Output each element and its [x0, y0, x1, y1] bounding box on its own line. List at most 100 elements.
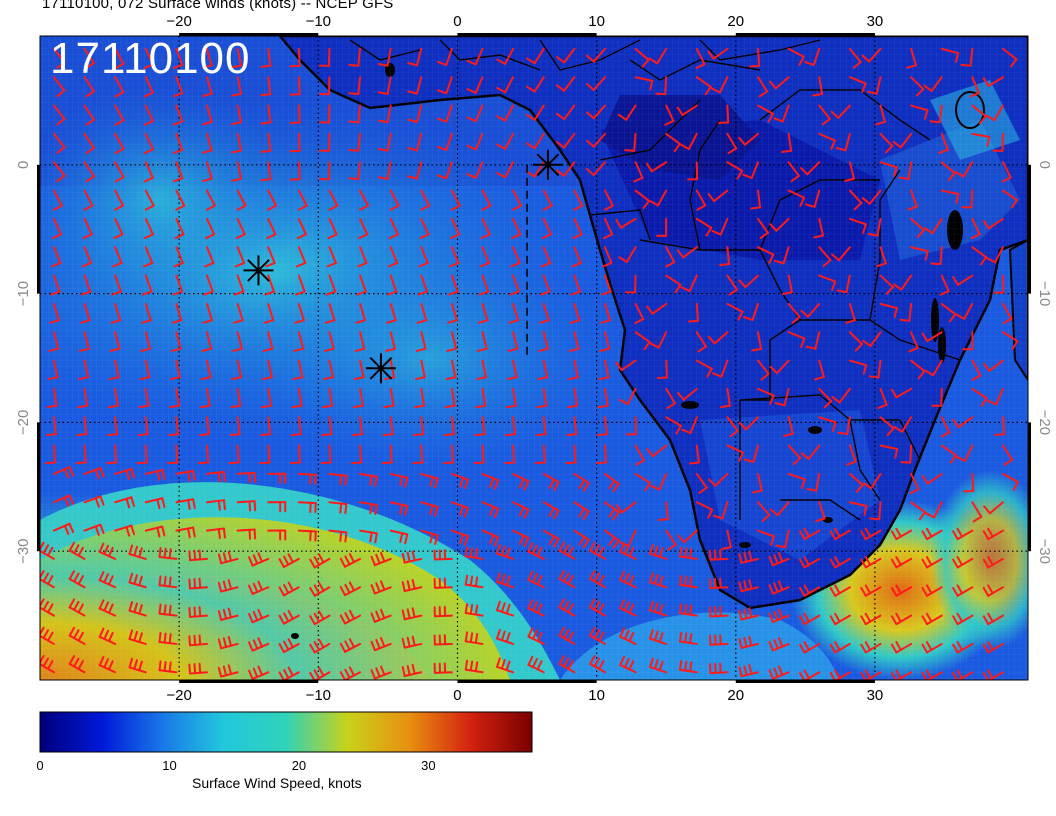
wind-barb [297, 189, 308, 211]
wind-barb [634, 76, 654, 91]
wind-barb [539, 274, 551, 296]
wind-barb [768, 665, 790, 680]
wind-barb [82, 217, 93, 240]
colorbar-tick-label: 20 [291, 758, 307, 773]
wind-barb [773, 104, 790, 123]
wind-barb [555, 104, 576, 121]
wind-barb [496, 76, 515, 94]
wind-barb [188, 662, 208, 675]
wind-barb [829, 584, 851, 597]
wind-barb [960, 47, 974, 67]
wind-barb [386, 274, 398, 296]
wind-barb [477, 302, 489, 324]
wind-barb [720, 529, 732, 551]
wind-barb [355, 302, 367, 324]
wind-barb [603, 472, 620, 493]
wind-barb [921, 669, 943, 680]
wind-barb [320, 444, 332, 465]
wind-barb [538, 331, 549, 352]
wind-barb [175, 526, 196, 539]
wind-barb [573, 472, 590, 492]
wind-barb [512, 501, 530, 519]
wind-barb [955, 444, 974, 462]
wind-barb [570, 274, 582, 296]
wind-barb [992, 132, 1004, 152]
wind-barb [52, 466, 75, 479]
wind-barb [597, 387, 609, 409]
wind-barb [572, 217, 583, 240]
wind-barb [648, 47, 668, 65]
wind-barb [656, 359, 668, 379]
wind-barb [420, 529, 439, 545]
wind-barb [650, 472, 668, 491]
wind-barb [970, 217, 981, 240]
wind-barb [324, 302, 336, 324]
wind-barb [231, 161, 243, 182]
wind-barb [768, 608, 790, 623]
wind-barb [323, 331, 335, 352]
wind-barb [322, 387, 334, 409]
wind-barb [665, 529, 677, 551]
wind-barb [260, 76, 272, 97]
wind-barb [108, 359, 120, 381]
map-title: 17110100, 072 Surface winds (knots) -- N… [42, 0, 394, 12]
wind-barb [601, 274, 612, 296]
wind-barb [768, 637, 790, 652]
wind-barb [804, 47, 821, 66]
wind-barb [448, 274, 459, 296]
lat-tick-label-left: 0 [15, 161, 32, 169]
wind-barb [309, 666, 331, 680]
wind-barb [908, 331, 919, 353]
wind-barb [542, 501, 560, 520]
wind-barb [676, 246, 698, 259]
wind-barb [297, 501, 317, 514]
wind-barb [768, 580, 790, 595]
wind-barb [217, 664, 239, 678]
wind-barb [924, 501, 943, 519]
wind-barb [860, 669, 882, 680]
wind-barb [496, 132, 515, 150]
wind-barb [952, 416, 974, 429]
wind-barb [787, 444, 802, 466]
wind-barb [709, 605, 729, 618]
wind-barb [48, 331, 60, 352]
wind-barb [585, 104, 606, 120]
wind-barb [535, 416, 547, 437]
wind-barb [649, 572, 668, 589]
wind-barb [248, 552, 270, 567]
wind-barb [800, 444, 821, 460]
wind-barb [569, 302, 581, 324]
wind-barb [217, 579, 239, 593]
wind-barb [649, 657, 668, 674]
wind-barb [818, 246, 832, 267]
wind-barb [952, 612, 974, 626]
wind-barb [289, 161, 301, 181]
wind-barb [83, 132, 95, 155]
wind-barb [445, 359, 457, 381]
wind-barb [175, 189, 186, 211]
wind-barb [359, 472, 378, 487]
wind-barb [537, 359, 549, 381]
wind-barb [940, 444, 957, 464]
wind-barb [877, 387, 888, 410]
wind-barb [278, 581, 300, 597]
wind-barb [114, 467, 136, 481]
wind-barb [348, 104, 362, 124]
wind-barb [848, 331, 864, 352]
wind-barb [51, 217, 63, 240]
wind-barb [98, 599, 117, 617]
wind-barb [377, 104, 392, 124]
lat-tick-label-left: −10 [15, 281, 32, 306]
wind-barb [348, 76, 362, 96]
wind-barb [370, 580, 392, 595]
wind-barb [83, 523, 105, 536]
wind-barb [136, 444, 148, 465]
wind-barb [542, 529, 560, 548]
wind-barb [558, 626, 576, 645]
wind-barb [202, 161, 213, 183]
wind-barb [278, 609, 300, 625]
wind-barb [555, 47, 576, 64]
wind-barb [634, 331, 651, 351]
wind-barb [862, 331, 882, 348]
wind-barb [678, 603, 698, 617]
